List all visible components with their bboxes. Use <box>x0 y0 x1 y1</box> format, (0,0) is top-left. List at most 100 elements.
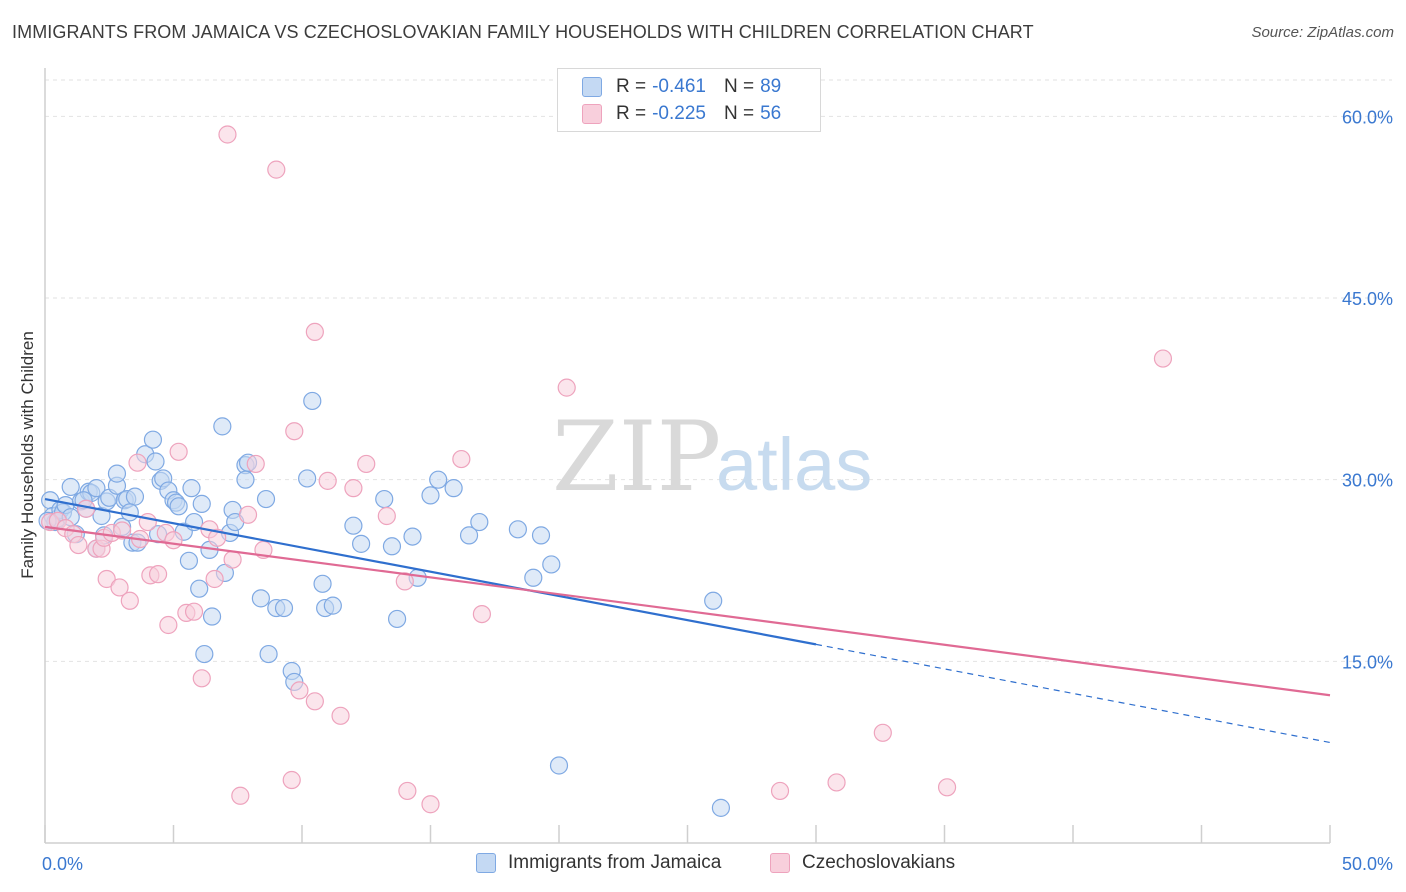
y-tick-label: 45.0% <box>1342 289 1393 309</box>
point-jamaica <box>120 503 139 522</box>
legend-label-czechoslovakians: Czechoslovakians <box>802 852 956 873</box>
legend-swatch-jamaica <box>476 853 496 873</box>
watermark: ZIP atlas <box>552 401 872 513</box>
point-jamaica <box>303 391 322 411</box>
trend-line-jamaica <box>44 497 817 646</box>
point-czechoslovakians <box>164 531 183 550</box>
axes <box>44 68 1331 844</box>
point-jamaica <box>382 537 402 556</box>
point-czechoslovakians <box>267 160 286 179</box>
legend-label-jamaica: Immigrants from Jamaica <box>508 852 722 873</box>
point-czechoslovakians <box>305 322 324 342</box>
point-czechoslovakians <box>377 506 396 526</box>
trend-line-czechoslovakians <box>44 525 1331 697</box>
x-tick-label: 50.0% <box>1342 854 1393 874</box>
y-tick-label: 30.0% <box>1342 471 1393 491</box>
point-czechoslovakians <box>357 454 376 474</box>
chart-title: IMMIGRANTS FROM JAMAICA VS CZECHOSLOVAKI… <box>12 22 1034 42</box>
point-jamaica <box>542 555 561 574</box>
point-jamaica <box>508 520 527 539</box>
point-czechoslovakians <box>184 602 204 621</box>
point-czechoslovakians <box>148 565 168 584</box>
legend-swatch-czechoslovakians <box>770 853 790 873</box>
stats-row-czechoslovakians: R = -0.225 N = 56 <box>582 102 781 126</box>
point-jamaica <box>182 479 201 498</box>
point-czechoslovakians <box>285 422 304 441</box>
grid-lines <box>45 79 1392 662</box>
point-jamaica <box>444 479 463 498</box>
point-czechoslovakians <box>110 578 129 597</box>
trend-lines <box>44 497 1331 744</box>
point-jamaica <box>470 512 489 532</box>
point-jamaica <box>344 516 363 535</box>
x-tick-label: 0.0% <box>42 854 83 874</box>
r-value: -0.225 <box>652 103 706 124</box>
point-jamaica <box>169 497 188 516</box>
point-jamaica <box>251 589 270 608</box>
point-czechoslovakians <box>205 569 224 589</box>
point-czechoslovakians <box>128 453 147 472</box>
point-czechoslovakians <box>169 442 188 461</box>
point-czechoslovakians <box>344 479 363 498</box>
swatch-jamaica <box>582 77 602 97</box>
point-czechoslovakians <box>159 615 178 635</box>
point-czechoslovakians <box>112 521 132 540</box>
point-czechoslovakians <box>69 535 88 555</box>
n-label: N = <box>723 76 755 97</box>
r-label: R = <box>616 76 647 97</box>
point-czechoslovakians <box>120 591 139 610</box>
point-jamaica <box>236 470 255 489</box>
legend-item-czechoslovakians: Czechoslovakians <box>770 852 955 874</box>
y-axis-label: Family Households with Children <box>18 331 37 579</box>
data-points <box>38 125 1173 817</box>
y-tick-label: 60.0% <box>1342 107 1393 127</box>
point-jamaica <box>146 452 165 471</box>
r-value: -0.461 <box>652 76 706 97</box>
point-czechoslovakians <box>246 454 265 474</box>
point-czechoslovakians <box>282 770 301 790</box>
point-jamaica <box>179 551 199 570</box>
point-jamaica <box>274 598 294 618</box>
point-czechoslovakians <box>557 378 576 397</box>
point-czechoslovakians <box>208 528 227 547</box>
point-jamaica <box>323 596 342 615</box>
point-jamaica <box>387 609 407 629</box>
point-czechoslovakians <box>305 692 324 711</box>
point-jamaica <box>711 798 731 817</box>
stats-legend: R = -0.461 N = 89 R = -0.225 N = 56 <box>557 68 821 132</box>
point-jamaica <box>202 607 222 626</box>
legend-item-jamaica: Immigrants from Jamaica <box>476 852 721 874</box>
n-value: 89 <box>760 76 782 97</box>
point-jamaica <box>459 526 479 545</box>
point-jamaica <box>256 489 276 509</box>
point-jamaica <box>195 644 214 664</box>
point-czechoslovakians <box>290 681 309 700</box>
point-czechoslovakians <box>238 505 258 524</box>
point-czechoslovakians <box>770 781 790 801</box>
point-czechoslovakians <box>873 723 892 742</box>
point-jamaica <box>61 477 80 497</box>
point-jamaica <box>313 574 332 593</box>
point-jamaica <box>531 526 551 545</box>
point-jamaica <box>259 644 278 664</box>
point-czechoslovakians <box>395 572 414 591</box>
point-czechoslovakians <box>472 604 491 624</box>
point-jamaica <box>298 469 317 488</box>
point-jamaica <box>375 489 394 509</box>
watermark-atlas: atlas <box>716 423 872 506</box>
point-czechoslovakians <box>231 786 250 805</box>
point-jamaica <box>143 430 163 449</box>
series-legend: Immigrants from Jamaica Czechoslovakians <box>0 852 1406 876</box>
point-jamaica <box>125 487 145 506</box>
point-czechoslovakians <box>318 471 337 490</box>
point-jamaica <box>429 470 448 489</box>
point-jamaica <box>107 464 127 483</box>
n-value: 56 <box>760 103 782 124</box>
source-credit: Source: ZipAtlas.com <box>1251 24 1394 41</box>
point-jamaica <box>352 534 371 553</box>
point-czechoslovakians <box>138 512 157 532</box>
point-jamaica <box>549 756 569 775</box>
point-czechoslovakians <box>223 550 242 569</box>
y-tick-label: 15.0% <box>1342 652 1393 672</box>
